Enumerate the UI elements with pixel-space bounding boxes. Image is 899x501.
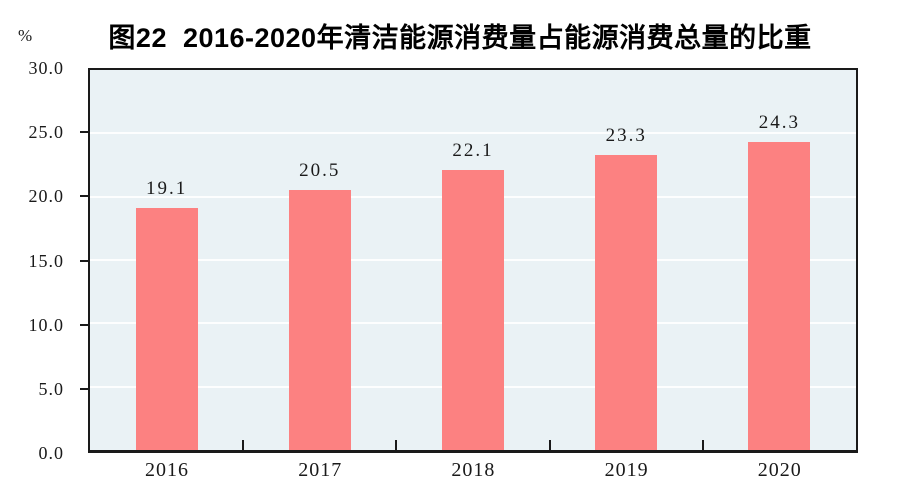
bar-value-label-2017: 20.5 <box>299 160 341 182</box>
bar-value-label-2020: 24.3 <box>758 112 801 134</box>
y-axis-tick <box>80 259 88 262</box>
y-axis-tick <box>80 195 88 198</box>
x-tick-label-2020: 2020 <box>757 459 802 481</box>
x-axis-tick <box>395 440 398 450</box>
bar-value-label-2018: 22.1 <box>452 140 494 162</box>
x-tick-label-2016: 2016 <box>145 459 189 481</box>
y-tick-label: 15.0 <box>28 250 64 271</box>
y-tick-label: 20.0 <box>28 186 64 207</box>
y-axis-tick <box>80 387 88 390</box>
x-axis-tick <box>701 440 704 450</box>
y-axis-tick <box>80 131 88 134</box>
bar-2016 <box>135 208 198 450</box>
chart-title: 图22 2016-2020年清洁能源消费量占能源消费总量的比重 <box>108 23 812 53</box>
y-tick-label: 10.0 <box>28 314 64 335</box>
y-axis-unit-label: % <box>18 26 33 45</box>
x-axis-tick <box>242 440 245 450</box>
bar-2019 <box>595 154 658 450</box>
bar-2017 <box>288 190 351 450</box>
y-tick-label: 0.0 <box>38 443 64 463</box>
x-axis-tick <box>548 440 551 450</box>
y-tick-label: 5.0 <box>38 378 64 399</box>
plot-area: 19.1 20.5 22.1 23.3 24.3 <box>88 68 858 453</box>
y-tick-label: 30.0 <box>28 58 64 78</box>
y-axis-tick <box>80 323 88 326</box>
bar-2020 <box>748 142 811 450</box>
plot-inner: 19.1 20.5 22.1 23.3 24.3 <box>90 70 856 450</box>
bar-value-label-2019: 23.3 <box>605 124 647 146</box>
y-tick-label: 25.0 <box>28 122 64 143</box>
bar-value-label-2016: 19.1 <box>145 178 188 200</box>
x-tick-label-2019: 2019 <box>604 459 649 481</box>
y-gridline <box>90 132 856 135</box>
x-tick-label-2017: 2017 <box>298 459 343 481</box>
x-tick-label-2018: 2018 <box>451 459 496 481</box>
bar-2018 <box>442 170 504 450</box>
